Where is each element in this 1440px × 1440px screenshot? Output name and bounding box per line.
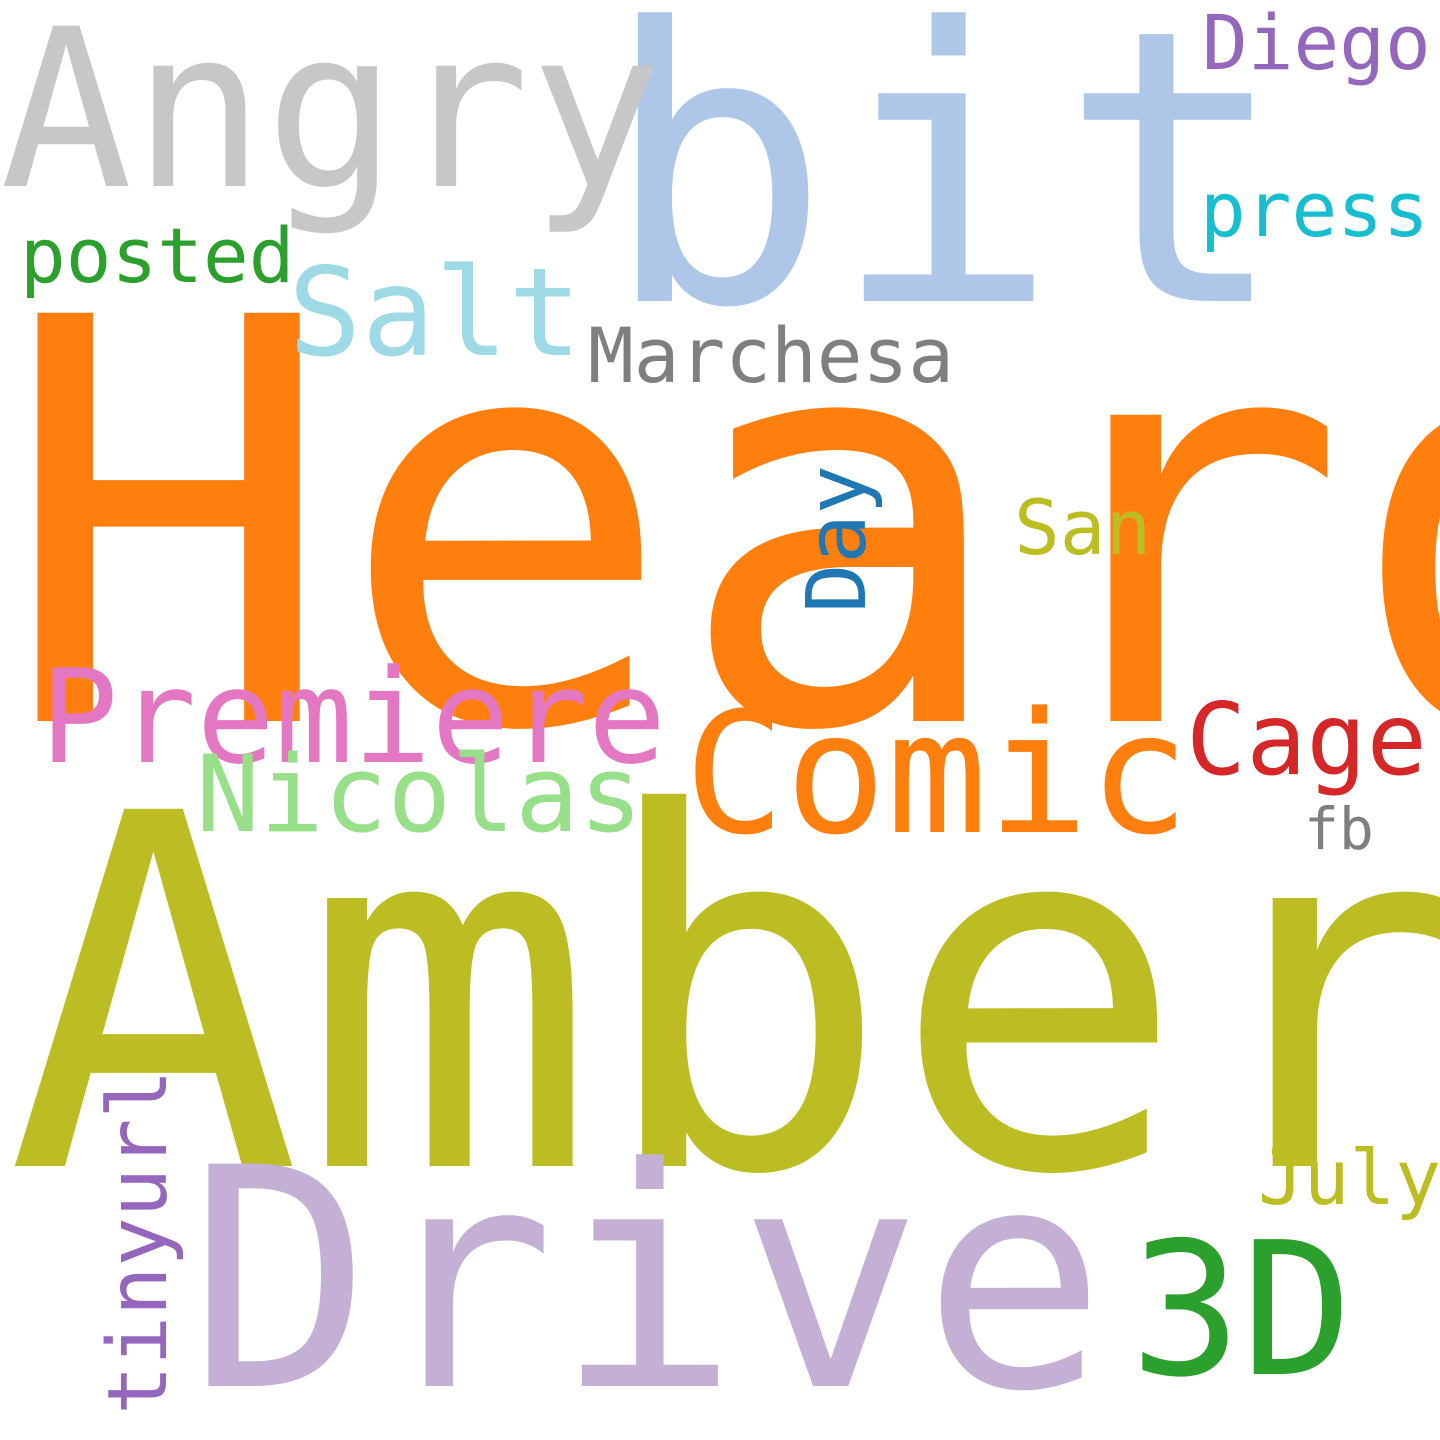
word-tinyurl: tinyurl: [90, 1069, 186, 1415]
word-july: July: [1258, 1133, 1440, 1222]
word-bit: bit: [602, 0, 1289, 391]
word-cage: Cage: [1186, 681, 1427, 798]
word-premiere: Premiere: [40, 641, 667, 793]
word-san: San: [1014, 483, 1152, 572]
word-marchesa: Marchesa: [588, 311, 955, 400]
word-nicolas: Nicolas: [196, 733, 643, 856]
word-salt: Salt: [288, 242, 582, 384]
word-diego: Diego: [1202, 0, 1431, 87]
word-press: press: [1200, 165, 1429, 254]
word-angry: Angry: [0, 0, 663, 238]
word-posted: posted: [20, 211, 295, 300]
word-heard: Heard: [0, 202, 1440, 854]
word-fb: fb: [1304, 795, 1374, 863]
word-amber: Amber: [6, 711, 1440, 1282]
word-3d: 3D: [1130, 1202, 1353, 1418]
word-comic: Comic: [684, 676, 1190, 872]
word-drive: Drive: [188, 1103, 1107, 1440]
word-day: Day: [790, 464, 886, 614]
